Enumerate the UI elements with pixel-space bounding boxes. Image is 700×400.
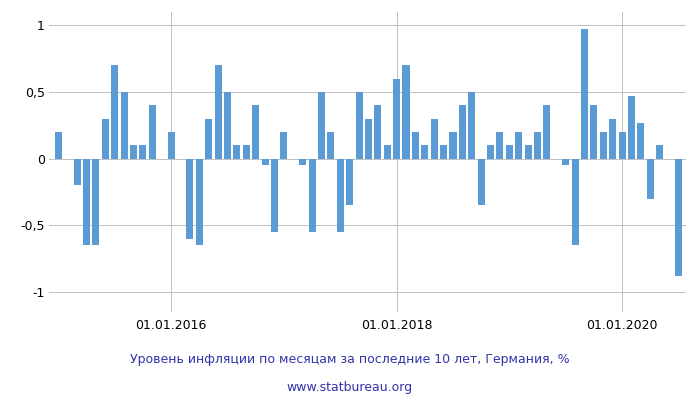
Bar [215, 65, 222, 159]
Bar [102, 119, 109, 159]
Bar [365, 119, 372, 159]
Bar [299, 159, 306, 165]
Bar [459, 105, 466, 159]
Bar [421, 145, 428, 159]
Bar [318, 92, 325, 159]
Bar [506, 145, 513, 159]
Bar [337, 159, 344, 232]
Bar [346, 159, 354, 205]
Bar [393, 79, 400, 159]
Bar [515, 132, 522, 159]
Bar [638, 123, 645, 159]
Bar [534, 132, 541, 159]
Bar [477, 159, 484, 205]
Bar [675, 159, 682, 276]
Bar [628, 96, 635, 159]
Bar [92, 159, 99, 245]
Bar [309, 159, 316, 232]
Bar [543, 105, 550, 159]
Bar [328, 132, 335, 159]
Bar [384, 145, 391, 159]
Bar [609, 119, 616, 159]
Bar [600, 132, 607, 159]
Bar [619, 132, 626, 159]
Bar [130, 145, 137, 159]
Bar [440, 145, 447, 159]
Bar [167, 132, 175, 159]
Bar [83, 159, 90, 245]
Bar [196, 159, 203, 245]
Bar [496, 132, 503, 159]
Bar [374, 105, 382, 159]
Bar [647, 159, 654, 199]
Bar [449, 132, 456, 159]
Bar [581, 29, 588, 159]
Bar [468, 92, 475, 159]
Bar [149, 105, 156, 159]
Bar [402, 65, 409, 159]
Bar [656, 145, 663, 159]
Bar [524, 145, 532, 159]
Bar [74, 159, 80, 185]
Bar [356, 92, 363, 159]
Bar [487, 145, 494, 159]
Bar [572, 159, 579, 245]
Bar [55, 132, 62, 159]
Bar [412, 132, 419, 159]
Bar [186, 159, 193, 239]
Bar [562, 159, 569, 165]
Bar [205, 119, 212, 159]
Bar [233, 145, 240, 159]
Bar [262, 159, 269, 165]
Text: Уровень инфляции по месяцам за последние 10 лет, Германия, %: Уровень инфляции по месяцам за последние… [130, 354, 570, 366]
Bar [243, 145, 250, 159]
Bar [590, 105, 597, 159]
Bar [271, 159, 278, 232]
Bar [139, 145, 146, 159]
Text: www.statbureau.org: www.statbureau.org [287, 382, 413, 394]
Bar [281, 132, 288, 159]
Bar [120, 92, 127, 159]
Bar [224, 92, 231, 159]
Bar [111, 65, 118, 159]
Bar [252, 105, 259, 159]
Bar [430, 119, 438, 159]
